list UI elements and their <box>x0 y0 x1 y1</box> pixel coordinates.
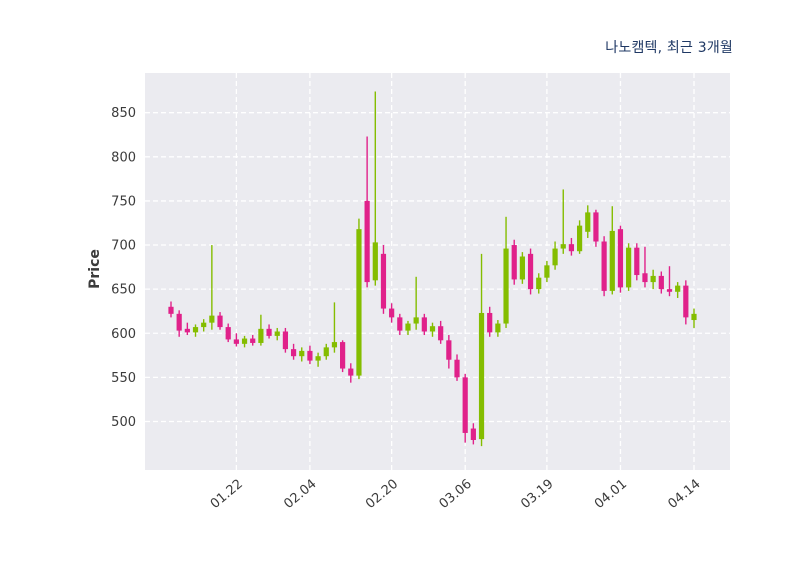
candle-body <box>560 244 566 249</box>
candle-body <box>650 275 656 283</box>
candle-body <box>511 245 517 280</box>
candle-body <box>323 347 329 357</box>
candle-body <box>315 356 321 361</box>
candle-body <box>340 342 346 369</box>
candle-body <box>617 229 624 288</box>
candle-body <box>389 308 395 318</box>
candle-body <box>642 273 648 283</box>
candle-body <box>478 312 485 440</box>
candle-body <box>503 248 509 324</box>
candle-body <box>601 241 607 291</box>
candle-body <box>184 328 190 333</box>
y-tick-label: 500 <box>111 415 136 430</box>
candle-body <box>413 317 419 324</box>
x-tick-label: 03.06 <box>437 477 475 512</box>
candle-body <box>192 327 199 333</box>
candle-body <box>568 244 575 252</box>
candle-body <box>250 338 256 343</box>
y-tick-label: 800 <box>111 150 136 165</box>
candle-body <box>176 313 182 331</box>
candle-body <box>519 256 525 280</box>
y-tick-label: 700 <box>111 239 136 254</box>
candle-body <box>470 428 476 441</box>
x-tick-label: 02.04 <box>281 477 319 512</box>
x-tick-label: 04.14 <box>665 477 703 512</box>
candle-body <box>307 350 313 361</box>
x-tick-label: 01.22 <box>208 477 246 512</box>
candle-body <box>593 212 599 242</box>
candle-body <box>454 359 460 378</box>
candle-body <box>397 317 403 331</box>
candle-body <box>634 247 640 276</box>
candle-body <box>233 339 239 344</box>
candle-body <box>290 349 297 357</box>
candle-body <box>446 340 452 360</box>
candle-body <box>405 323 411 331</box>
candle-body <box>536 277 542 290</box>
candle-body <box>691 313 697 321</box>
candle-body <box>258 328 264 343</box>
candle-body <box>225 327 231 340</box>
x-tick-label: 03.19 <box>518 477 556 512</box>
y-tick-label: 750 <box>111 194 136 209</box>
candle-body <box>675 285 681 292</box>
candle-body <box>544 265 550 278</box>
candle-body <box>331 342 338 348</box>
candle-body <box>274 331 280 336</box>
candle-body <box>421 317 427 332</box>
plot-background <box>145 73 730 470</box>
candle-body <box>576 225 583 252</box>
y-tick-label: 600 <box>111 327 136 342</box>
candle-body <box>348 368 354 376</box>
y-tick-label: 650 <box>111 283 136 298</box>
candle-body <box>299 350 305 357</box>
candle-body <box>462 377 468 433</box>
candle-body <box>552 248 558 266</box>
x-tick-label: 02.20 <box>363 477 401 512</box>
candle-body <box>372 242 378 281</box>
x-tick-label: 04.01 <box>592 477 630 512</box>
candle-body <box>429 326 436 332</box>
candle-body <box>609 230 615 291</box>
candle-body <box>527 253 534 290</box>
candle-body <box>380 253 387 309</box>
candle-body <box>266 328 272 336</box>
candle-body <box>356 229 362 376</box>
candle-body <box>217 315 223 328</box>
candle-body <box>626 247 632 288</box>
candle-body <box>683 285 689 318</box>
candle-body <box>658 275 664 290</box>
y-tick-label: 550 <box>111 371 136 386</box>
candle-body <box>495 323 501 333</box>
candle-body <box>438 326 444 341</box>
candle-body <box>282 331 289 350</box>
candle-body <box>364 200 370 283</box>
candle-body <box>487 312 493 333</box>
chart-title: 나노캠텍, 최근 3개월 <box>605 40 733 56</box>
y-tick-label: 850 <box>111 106 136 121</box>
candle-body <box>585 212 591 232</box>
candle-body <box>168 306 174 314</box>
candle-body <box>209 315 215 323</box>
candle-body <box>241 338 248 344</box>
candle-body <box>201 322 207 328</box>
candle-body <box>666 289 673 292</box>
